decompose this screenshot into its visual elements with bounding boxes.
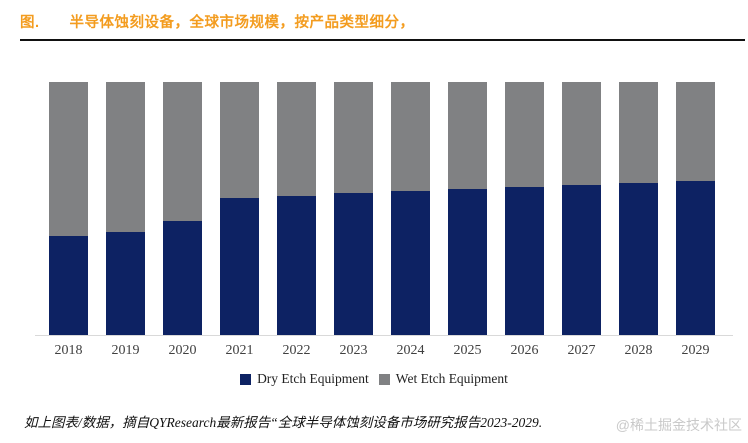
bar-stack (49, 82, 88, 335)
legend-swatch-icon (240, 373, 252, 385)
watermark: @稀土掘金技术社区 (615, 417, 742, 433)
x-axis-label: 2027 (567, 343, 596, 358)
bar-segment-dry (220, 198, 259, 335)
x-axis-label: 2025 (453, 343, 482, 358)
bar-group-2028 (610, 82, 667, 335)
bar-segment-wet (106, 82, 145, 233)
x-axis-label: 2028 (624, 343, 653, 358)
bar-segment-dry (163, 220, 202, 335)
figure-title-text: 半导体蚀刻设备，全球市场规模，按产品类型细分， (69, 15, 415, 31)
x-axis-label: 2023 (339, 343, 368, 358)
x-axis-labels: 2018 2019 2020 2021 2022 2023 2024 2025 2026 2027… (40, 343, 724, 359)
legend-item: Dry Etch Equipment (240, 371, 369, 387)
bar-group-2026 (496, 82, 553, 335)
bar-segment-wet (391, 82, 430, 191)
bar-group-2029 (667, 82, 724, 335)
bar-group-2022 (268, 82, 325, 335)
bar-segment-dry (505, 186, 544, 335)
bar-segment-wet (220, 82, 259, 199)
bar-stack (448, 82, 487, 335)
bar-segment-dry (448, 189, 487, 335)
x-axis-label: 2029 (681, 343, 710, 358)
legend-swatch-icon (378, 373, 390, 385)
x-axis-label: 2026 (510, 343, 539, 358)
x-axis-line (35, 335, 733, 336)
bar-segment-wet (505, 82, 544, 187)
bar-segment-dry (562, 184, 601, 335)
bar-segment-dry (676, 180, 715, 335)
bar-stack (619, 82, 658, 335)
legend-label: Wet Etch Equipment (395, 371, 508, 386)
bar-segment-wet (49, 82, 88, 237)
legend-item: Wet Etch Equipment (378, 371, 508, 387)
stacked-bar-chart (40, 82, 724, 335)
figure-title: 图. 半导体蚀刻设备，全球市场规模，按产品类型细分， (20, 11, 415, 32)
bar-group-2019 (97, 82, 154, 335)
bar-stack (334, 82, 373, 335)
bar-segment-wet (334, 82, 373, 193)
bar-segment-dry (106, 232, 145, 335)
bar-segment-wet (676, 82, 715, 181)
bar-segment-dry (391, 190, 430, 335)
bar-segment-wet (562, 82, 601, 185)
bar-segment-wet (448, 82, 487, 190)
bar-group-2025 (439, 82, 496, 335)
figure-label: 图. (20, 15, 40, 31)
x-axis-label: 2020 (168, 343, 197, 358)
bar-stack (106, 82, 145, 335)
bar-segment-dry (277, 195, 316, 335)
title-divider (20, 39, 745, 41)
x-axis-label: 2019 (111, 343, 140, 358)
bar-segment-dry (49, 236, 88, 335)
bar-group-2027 (553, 82, 610, 335)
bar-segment-dry (334, 192, 373, 335)
chart-legend: Dry Etch Equipment Wet Etch Equipment (0, 371, 748, 387)
x-axis-label: 2024 (396, 343, 425, 358)
legend-label: Dry Etch Equipment (257, 371, 369, 386)
bar-segment-wet (619, 82, 658, 183)
bar-segment-wet (163, 82, 202, 221)
bar-group-2024 (382, 82, 439, 335)
bar-group-2020 (154, 82, 211, 335)
bar-segment-wet (277, 82, 316, 196)
x-axis-label: 2021 (225, 343, 254, 358)
bar-stack (220, 82, 259, 335)
bar-stack (505, 82, 544, 335)
bar-stack (391, 82, 430, 335)
bar-stack (676, 82, 715, 335)
bar-group-2021 (211, 82, 268, 335)
bar-segment-dry (619, 182, 658, 335)
bar-stack (163, 82, 202, 335)
source-note: 如上图表/数据，摘自QYResearch最新报告“全球半导体蚀刻设备市场研究报告… (24, 415, 543, 430)
bar-group-2023 (325, 82, 382, 335)
bar-group-2018 (40, 82, 97, 335)
bar-stack (277, 82, 316, 335)
x-axis-label: 2022 (282, 343, 311, 358)
bar-stack (562, 82, 601, 335)
x-axis-label: 2018 (54, 343, 83, 358)
